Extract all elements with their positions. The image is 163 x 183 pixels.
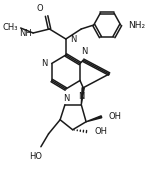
Text: N: N	[70, 35, 76, 44]
Text: N: N	[78, 92, 84, 101]
Text: N: N	[41, 59, 48, 68]
Polygon shape	[81, 88, 84, 105]
Text: HO: HO	[30, 152, 43, 161]
Text: N: N	[81, 47, 87, 56]
Text: NH₂: NH₂	[128, 20, 146, 29]
Text: OH: OH	[108, 112, 121, 121]
Text: CH₃: CH₃	[2, 23, 18, 31]
Text: O: O	[36, 4, 43, 13]
Text: N: N	[63, 94, 69, 103]
Polygon shape	[86, 116, 102, 122]
Text: NH: NH	[19, 29, 32, 38]
Text: OH: OH	[95, 127, 108, 136]
